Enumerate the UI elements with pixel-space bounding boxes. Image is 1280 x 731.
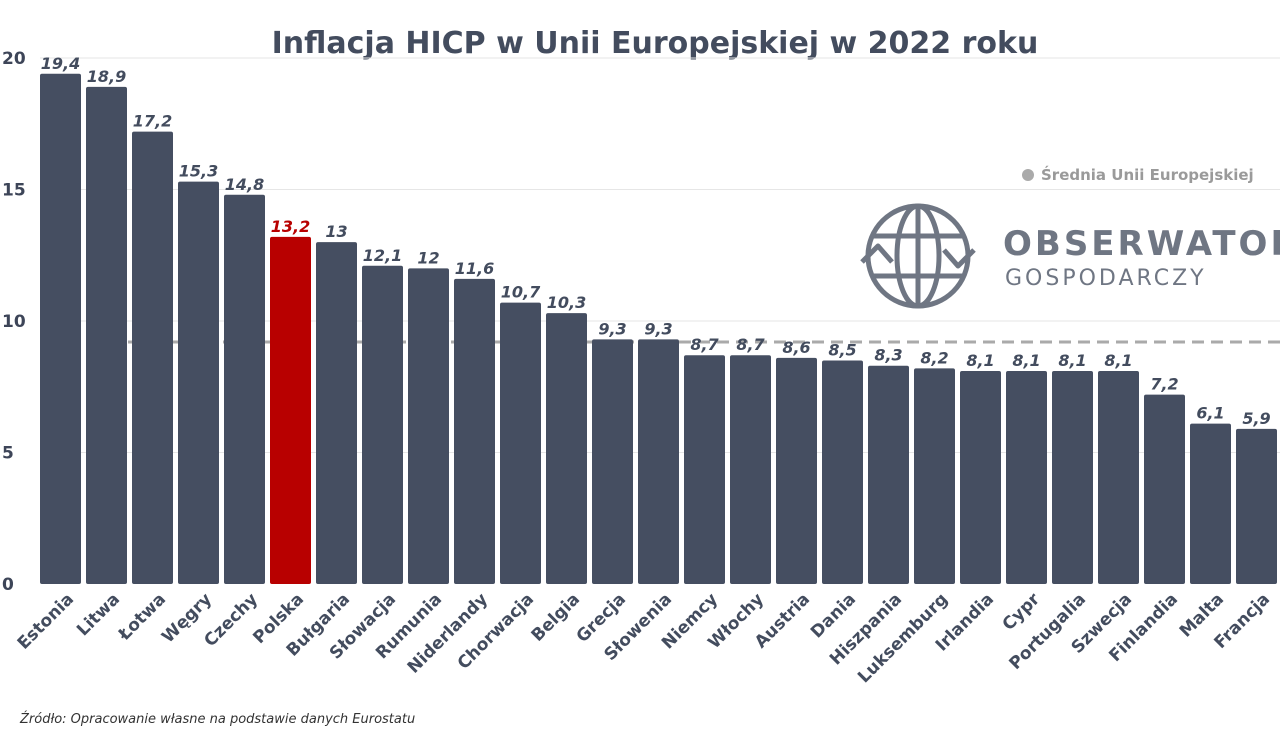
data-label: 9,3	[598, 319, 626, 338]
y-tick-label: 15	[2, 181, 26, 201]
bar-21	[1006, 370, 1047, 584]
data-label: 8,1	[1012, 351, 1040, 370]
data-label: 6,1	[1196, 404, 1224, 423]
bar-24	[1144, 394, 1185, 584]
bar-3	[178, 181, 219, 585]
bar-13	[638, 339, 679, 584]
bar-7	[362, 265, 403, 584]
data-label: 10,7	[501, 283, 541, 302]
data-label: 14,8	[225, 175, 264, 194]
data-labels: 19,4 18,9 17,2 15,3 14,8 13,2 13 12,1 12 11,6 10,7…	[41, 54, 1271, 428]
bar-0	[40, 73, 81, 584]
data-label: 8,5	[828, 340, 856, 359]
data-label: 10,3	[547, 293, 586, 312]
data-label: 8,3	[874, 346, 902, 365]
globe-recycle-icon	[860, 203, 976, 309]
bar-20	[960, 370, 1001, 584]
bar-2	[132, 131, 173, 584]
x-tick-label: Belgia	[528, 589, 584, 645]
data-label: 8,7	[690, 335, 719, 354]
data-label: 8,2	[920, 348, 948, 367]
y-tick-label: 20	[2, 49, 26, 69]
data-label: 13	[325, 222, 347, 241]
data-label: 8,7	[736, 335, 765, 354]
data-label: 15,3	[179, 162, 218, 181]
x-tick-label: Estonia	[14, 589, 78, 653]
bar-26	[1236, 428, 1277, 584]
legend: Średnia Unii Europejskiej	[1022, 165, 1254, 184]
chart-title: Inflacja HICP w Unii Europejskiej w 2022…	[272, 26, 1039, 61]
logo-text-sub: GOSPODARCZY	[1005, 266, 1207, 291]
bar-18	[868, 365, 909, 584]
bar-6	[316, 242, 357, 584]
logo-text-main: OBSERWATOR	[1003, 224, 1280, 264]
bar-9	[454, 278, 495, 584]
bar-22	[1052, 370, 1093, 584]
bar-4	[224, 194, 265, 584]
y-tick-label: 0	[2, 575, 14, 595]
data-label: 12,1	[363, 246, 402, 265]
bar-23	[1098, 370, 1139, 584]
bar-15	[730, 355, 771, 584]
bar-5	[270, 236, 311, 584]
bar-17	[822, 360, 863, 584]
data-label: 17,2	[133, 112, 172, 131]
legend-marker	[1022, 169, 1034, 181]
bar-11	[546, 313, 587, 584]
data-label: 8,1	[1104, 351, 1132, 370]
data-label: 8,1	[1058, 351, 1086, 370]
bar-1	[86, 86, 127, 585]
data-label: 12	[417, 248, 439, 267]
y-tick-label: 10	[2, 312, 26, 332]
data-label: 8,1	[966, 351, 994, 370]
data-label: 13,2	[271, 217, 310, 236]
data-label: 19,4	[41, 54, 80, 73]
bar-14	[684, 355, 725, 584]
legend-label: Średnia Unii Europejskiej	[1041, 165, 1254, 184]
bar-10	[500, 302, 541, 584]
data-label: 18,9	[87, 67, 126, 86]
data-label: 9,3	[644, 319, 672, 338]
bar-12	[592, 339, 633, 584]
data-label: 11,6	[455, 259, 494, 278]
logo: OBSERWATOR GOSPODARCZY	[860, 203, 1280, 309]
data-label: 7,2	[1150, 375, 1178, 394]
bar-25	[1190, 423, 1231, 584]
y-tick-label: 5	[2, 444, 14, 464]
bars	[40, 73, 1277, 585]
bar-16	[776, 357, 817, 584]
data-label: 8,6	[782, 338, 810, 357]
source-note: Źródło: Opracowanie własne na podstawie …	[19, 711, 415, 727]
bar-8	[408, 268, 449, 584]
x-axis: EstoniaLitwaŁotwaWęgryCzechyPolskaBułgar…	[14, 589, 1274, 687]
bar-19	[914, 368, 955, 584]
data-label: 5,9	[1242, 409, 1270, 428]
y-axis: 0 5 10 15 20	[2, 49, 26, 595]
